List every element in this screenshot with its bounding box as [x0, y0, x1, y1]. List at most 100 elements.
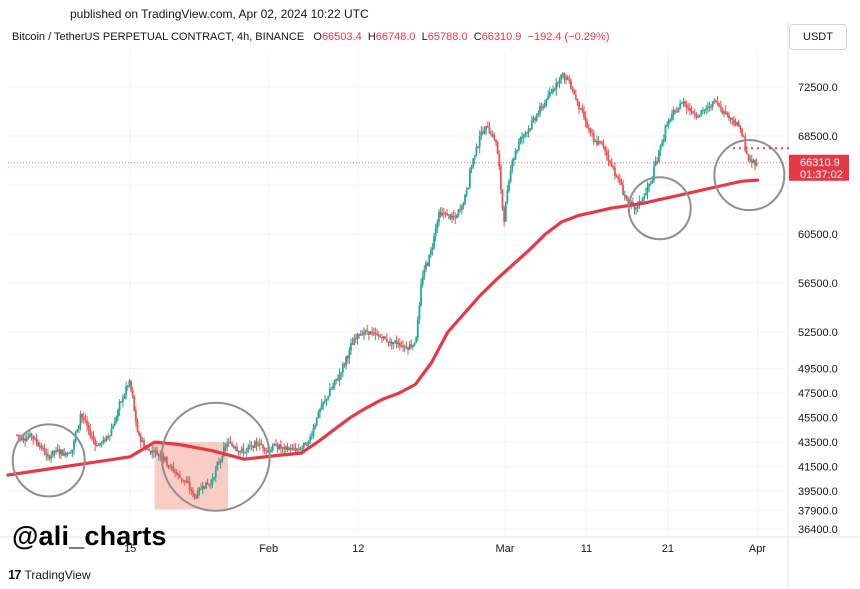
candle-body	[226, 443, 229, 447]
candle-body	[218, 462, 220, 464]
candle-body	[354, 338, 357, 340]
candle-body	[451, 215, 453, 219]
y-tick-label: 45500.0	[798, 413, 838, 425]
candle-body	[324, 400, 326, 402]
tradingview-logo-icon: 17	[8, 567, 22, 582]
candle-body	[89, 429, 92, 436]
y-tick-label: 49500.0	[798, 364, 838, 376]
candle-body	[30, 433, 33, 436]
candle-body	[662, 139, 665, 142]
candle-body	[384, 336, 387, 340]
candle-body	[389, 341, 391, 343]
candle-body	[92, 436, 95, 440]
currency-button[interactable]: USDT	[789, 24, 847, 50]
x-tick-label: Apr	[749, 543, 766, 555]
candle-body	[513, 158, 515, 161]
candle-body	[107, 436, 110, 438]
support-circle	[11, 423, 86, 498]
candle-body	[95, 445, 98, 447]
candle-body	[24, 438, 27, 441]
candle-body	[491, 134, 494, 136]
candle-body	[543, 102, 546, 107]
time-axis[interactable]: 15 Feb 12 Mar 11 21 Apr	[124, 543, 766, 555]
x-tick-label: Feb	[259, 543, 278, 555]
candle-body	[108, 435, 111, 437]
tradingview-brand[interactable]: 17 TradingView	[8, 567, 91, 582]
candle-body	[630, 201, 633, 205]
candle-body	[421, 276, 424, 285]
candle-body	[340, 372, 343, 375]
candle-body	[563, 73, 566, 80]
price-axis[interactable]: 72500.0 68500.0 60500.0 56500.0 52500.0 49500…	[798, 82, 838, 536]
candle-body	[656, 161, 659, 163]
last-price-tag: 66310.901:37:02	[8, 147, 849, 181]
candle-body	[654, 161, 657, 166]
low-value: 65788.0	[427, 31, 468, 43]
candle-body	[187, 481, 189, 483]
candle-body	[126, 385, 129, 387]
candle-body	[164, 457, 167, 461]
candle-body	[646, 186, 649, 194]
candle-body	[29, 433, 31, 437]
change-value: −192.4 (−0.29%)	[527, 31, 610, 43]
candle-body	[320, 404, 323, 410]
candle-body	[477, 146, 479, 148]
candle-body	[416, 319, 419, 338]
candle-body	[234, 446, 237, 448]
candle-body	[641, 198, 644, 202]
candle-body	[521, 137, 523, 139]
candle-body	[566, 77, 569, 81]
candle-body	[286, 446, 289, 451]
candle-body	[574, 94, 577, 99]
candle-body	[123, 395, 126, 399]
candle-body	[100, 442, 103, 444]
candle-body	[535, 115, 538, 121]
candle-body	[317, 412, 320, 418]
candle-body	[680, 103, 683, 105]
candle-body	[182, 479, 185, 481]
countdown-label: 01:37:02	[800, 169, 843, 181]
candle-body	[690, 111, 693, 113]
candle-body	[48, 456, 51, 459]
candle-body	[586, 121, 589, 128]
candle-body	[167, 465, 170, 467]
candle-body	[63, 453, 66, 456]
symbol-legend[interactable]: Bitcoin / TetherUS PERPETUAL CONTRACT, 4…	[12, 31, 609, 43]
candle-body	[363, 331, 365, 335]
candle-body	[211, 478, 214, 484]
candle-body	[369, 331, 372, 335]
y-tick-label: 68500.0	[798, 131, 838, 143]
candle-body	[361, 334, 364, 336]
candle-body	[687, 107, 690, 109]
candle-body	[737, 122, 740, 127]
candle-body	[297, 448, 300, 450]
candle-body	[459, 209, 462, 211]
candle-body	[623, 195, 626, 197]
candle-body	[671, 114, 673, 120]
candle-body	[231, 443, 233, 446]
x-tick-label: 15	[124, 543, 136, 555]
candle-body	[104, 439, 106, 441]
candle-body	[143, 440, 145, 449]
candle-body	[726, 113, 729, 116]
candle-body	[631, 201, 634, 204]
candle-body	[156, 450, 158, 455]
candle-body	[330, 388, 333, 390]
candle-body	[705, 108, 708, 110]
candle-body	[216, 462, 219, 470]
candle-body	[423, 269, 426, 277]
candle-body	[341, 363, 344, 373]
candle-body	[635, 207, 638, 210]
candle-body	[465, 189, 468, 196]
candle-body	[749, 159, 752, 161]
candle-body	[151, 450, 154, 454]
candle-body	[597, 140, 600, 145]
candle-body	[162, 455, 165, 461]
candle-body	[675, 111, 678, 113]
candle-body	[169, 466, 172, 468]
y-tick-label: 72500.0	[798, 82, 838, 94]
candle-body	[371, 331, 374, 333]
candle-body	[553, 89, 556, 91]
candle-body	[266, 450, 269, 452]
